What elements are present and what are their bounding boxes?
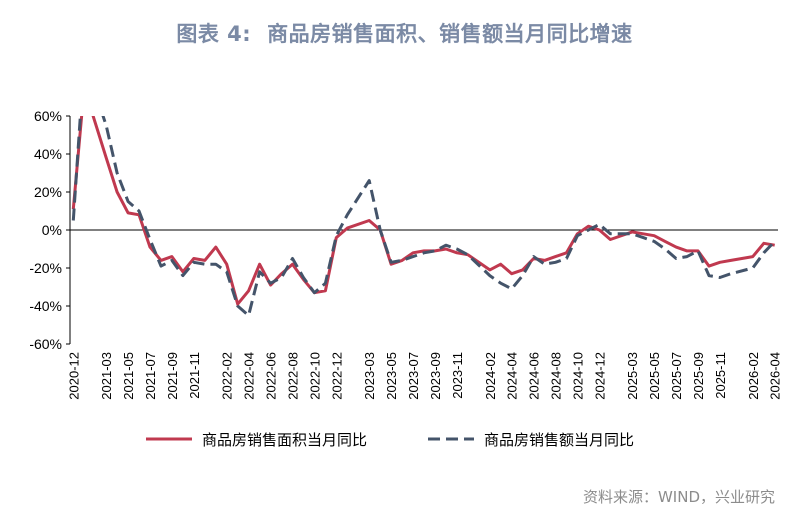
- x-tick-label: 2025-05: [647, 352, 662, 400]
- x-tick-label: 2022-12: [329, 352, 344, 400]
- y-tick-label: 0%: [42, 222, 62, 238]
- x-tick-label: 2021-11: [187, 352, 202, 399]
- y-tick-label: -20%: [29, 260, 62, 276]
- series-line-area: [71, 116, 775, 306]
- x-tick-label: 2025-03: [625, 352, 640, 400]
- x-tick-label: 2026-04: [768, 352, 783, 400]
- x-tick-label: 2024-08: [549, 352, 564, 400]
- x-tick-label: 2023-11: [450, 352, 465, 399]
- x-tick-label: 2026-02: [746, 352, 761, 400]
- series-line-sales: [71, 116, 776, 317]
- x-tick-label: 2023-07: [406, 352, 421, 400]
- figure-label: 图表 4:: [176, 22, 252, 46]
- x-tick-label: 2025-07: [669, 352, 684, 400]
- x-tick-label: 2023-09: [428, 352, 443, 400]
- y-tick-label: 60%: [34, 108, 62, 124]
- x-tick-label: 2020-12: [66, 352, 81, 400]
- x-tick-label: 2022-04: [242, 352, 257, 400]
- x-tick-label: 2024-06: [527, 352, 542, 400]
- x-tick-label: 2024-04: [505, 352, 520, 400]
- source-note: 资料来源：WIND，兴业研究: [582, 488, 775, 506]
- x-tick-label: 2021-09: [165, 352, 180, 400]
- x-tick-label: 2023-05: [384, 352, 399, 400]
- legend-label: 商品房销售面积当月同比: [202, 431, 367, 449]
- x-tick-label: 2024-02: [483, 352, 498, 400]
- x-tick-label: 2024-12: [592, 352, 607, 400]
- x-tick-label: 2021-03: [99, 352, 114, 400]
- chart-title: 图表 4: 商品房销售面积、销售额当月同比增速: [0, 18, 809, 48]
- x-tick-label: 2024-10: [570, 352, 585, 400]
- y-tick-label: 40%: [34, 146, 62, 162]
- figure-title: 商品房销售面积、销售额当月同比增速: [267, 22, 633, 46]
- x-tick-label: 2022-06: [264, 352, 279, 400]
- x-tick-label: 2023-03: [362, 352, 377, 400]
- legend-label: 商品房销售额当月同比: [484, 431, 634, 449]
- x-tick-label: 2025-11: [713, 352, 728, 399]
- x-tick-label: 2025-09: [691, 352, 706, 400]
- y-tick-label: -40%: [29, 298, 62, 314]
- y-tick-label: -60%: [29, 336, 62, 352]
- x-tick-label: 2021-07: [143, 352, 158, 400]
- x-tick-label: 2022-02: [220, 352, 235, 400]
- x-tick-label: 2022-10: [307, 352, 322, 400]
- x-tick-label: 2021-05: [121, 352, 136, 400]
- x-tick-label: 2022-08: [285, 352, 300, 400]
- y-tick-label: 20%: [34, 184, 62, 200]
